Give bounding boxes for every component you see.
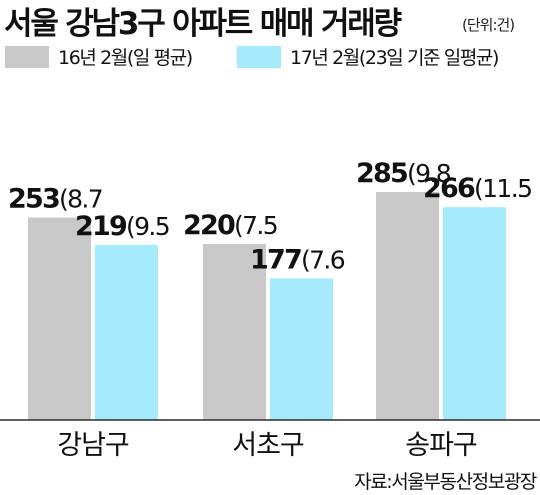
value-label-2017-3: 266(11.5 — [423, 173, 531, 204]
value-label-2017-2: 177(7.6 — [250, 244, 345, 275]
bar-2017-1 — [95, 244, 158, 420]
source-note: 자료:서울부동산정보광장 — [354, 471, 537, 493]
category-label-3: 송파구 — [405, 430, 477, 461]
bar-2016-1 — [28, 217, 91, 420]
category-label-2: 서초구 — [232, 430, 304, 461]
bar-2017-3 — [443, 207, 506, 420]
legend-swatch-2017 — [237, 46, 281, 68]
bar-2017-2 — [270, 278, 333, 420]
chart-title: 서울 강남3구 아파트 매매 거래량 — [4, 6, 402, 42]
bars-group — [28, 192, 506, 420]
bar-2016-3 — [376, 192, 439, 420]
category-label-1: 강남구 — [57, 430, 129, 461]
unit-label: (단위:건) — [462, 16, 514, 34]
legend-label-2017: 17년 2월(23일 기준 일평균) — [290, 47, 498, 69]
value-label-2016-1: 253(8.7 — [8, 184, 102, 215]
value-label-2017-1: 219(9.5 — [75, 211, 169, 242]
value-label-2016-2: 220(7.5 — [183, 210, 277, 241]
value-label-2016-3: 285(9.8 — [356, 158, 451, 189]
bar-2016-2 — [203, 244, 266, 420]
legend-swatch-2016 — [5, 46, 49, 68]
category-labels-group: 강남구 서초구 송파구 — [57, 430, 478, 461]
legend-label-2016: 16년 2월(일 평균) — [58, 47, 192, 69]
